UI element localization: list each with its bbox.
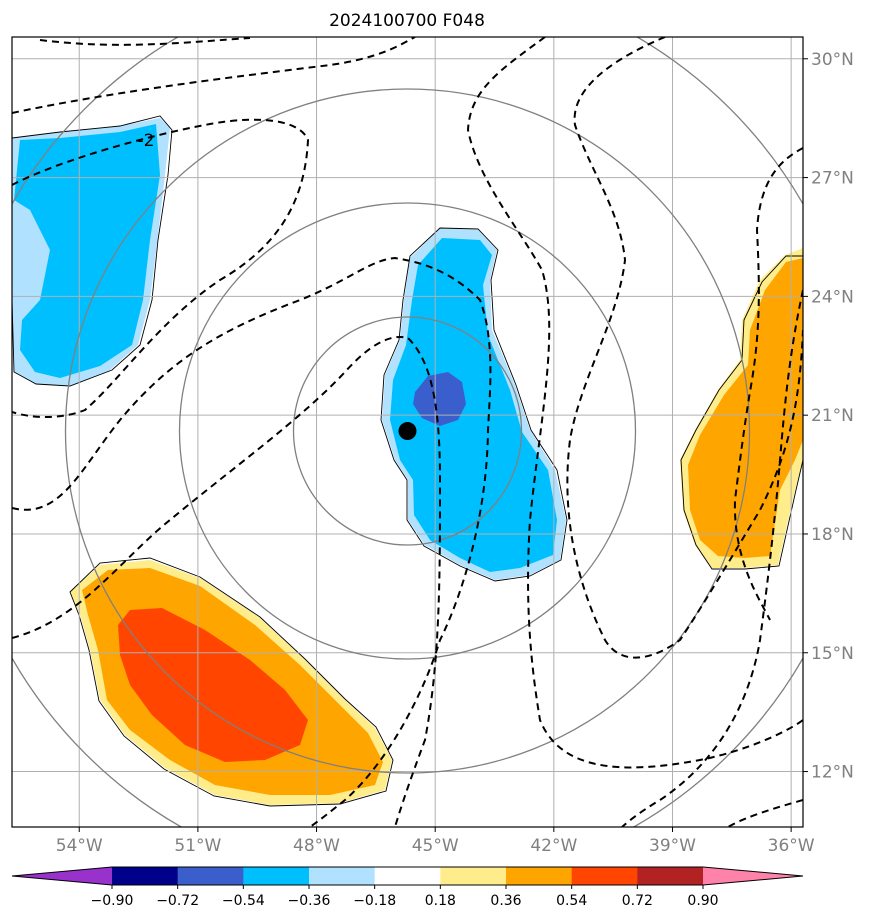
contour-2 bbox=[12, 37, 416, 114]
contour-label: -2 bbox=[138, 131, 155, 151]
colorbar-extend-high bbox=[703, 867, 803, 885]
colorbar-tick-label-9: 0.90 bbox=[687, 893, 718, 909]
contour-10 bbox=[727, 799, 803, 827]
lat-tick-label-6: 12°N bbox=[811, 763, 854, 783]
colorbar-extend-low bbox=[12, 867, 112, 885]
map-frame bbox=[11, 36, 804, 828]
chart-title: 2024100700 F048 bbox=[329, 11, 485, 31]
contour-9 bbox=[621, 289, 803, 827]
lon-tick-label-2: 48°W bbox=[293, 836, 340, 856]
shade-orange-e bbox=[688, 258, 803, 558]
lon-tick-label-5: 39°W bbox=[649, 836, 696, 856]
contour-6 bbox=[466, 37, 803, 769]
outline-e bbox=[680, 255, 803, 570]
contour-8 bbox=[733, 147, 803, 621]
lat-tick-label-0: 30°N bbox=[811, 50, 854, 70]
colorbar-tick-label-1: −0.72 bbox=[156, 893, 199, 909]
outline-sw bbox=[69, 557, 394, 807]
map-area: -2 bbox=[12, 37, 803, 827]
colorbar-segment-8 bbox=[637, 867, 704, 885]
contour-4 bbox=[12, 256, 492, 827]
colorbar-tick-label-4: −0.18 bbox=[353, 893, 396, 909]
colorbar-segment-0 bbox=[112, 867, 179, 885]
shaded-fields bbox=[12, 118, 803, 805]
lat-axis: 30°N 27°N 24°N 21°N 18°N 15°N 12°N bbox=[803, 50, 854, 783]
range-rings bbox=[12, 37, 803, 827]
lon-tick-label-1: 51°W bbox=[174, 836, 221, 856]
contour-5 bbox=[12, 335, 442, 827]
colorbar-tick-label-0: −0.90 bbox=[91, 893, 134, 909]
range-ring-2 bbox=[178, 202, 637, 660]
outline-nw bbox=[12, 115, 173, 387]
lat-tick-label-4: 18°N bbox=[811, 525, 854, 545]
range-ring-3 bbox=[64, 88, 751, 774]
colorbar: −0.90 −0.72 −0.54 −0.36 −0.18 0.18 0.36 0.54 0.7… bbox=[11, 866, 804, 909]
colorbar-tick-label-5: 0.18 bbox=[425, 893, 456, 909]
colorbar-tick-label-2: −0.54 bbox=[222, 893, 265, 909]
colorbar-segment-2 bbox=[243, 867, 310, 885]
range-ring-1 bbox=[292, 316, 523, 546]
lon-tick-label-0: 54°W bbox=[56, 836, 103, 856]
dashed-contours bbox=[12, 37, 803, 827]
colorbar-segment-4 bbox=[374, 867, 441, 885]
shade-red-orange-sw bbox=[118, 608, 308, 762]
lon-tick-label-3: 45°W bbox=[412, 836, 459, 856]
shade-blue-center bbox=[390, 238, 557, 572]
colorbar-segment-1 bbox=[177, 867, 244, 885]
lat-tick-label-1: 27°N bbox=[811, 169, 854, 189]
colorbar-tick-label-6: 0.36 bbox=[490, 893, 521, 909]
colorbar-tick-label-7: 0.54 bbox=[556, 893, 587, 909]
lat-tick-label-5: 15°N bbox=[811, 644, 854, 664]
lon-tick-label-4: 42°W bbox=[530, 836, 577, 856]
shade-dark-blue-center bbox=[413, 372, 466, 426]
colorbar-segment-7 bbox=[571, 867, 638, 885]
colorbar-segment-5 bbox=[440, 867, 507, 885]
colorbar-segment-6 bbox=[506, 867, 573, 885]
shade-outlines bbox=[12, 115, 803, 807]
contour-3 bbox=[12, 118, 310, 418]
contour-1 bbox=[39, 37, 251, 46]
storm-center-marker bbox=[398, 422, 417, 441]
lat-tick-label-2: 24°N bbox=[811, 287, 854, 307]
lon-axis: 54°W 51°W 48°W 45°W 42°W 39°W 36°W bbox=[56, 827, 815, 856]
contour-7 bbox=[566, 37, 803, 659]
colorbar-tick-label-8: 0.72 bbox=[622, 893, 653, 909]
colorbar-segment-3 bbox=[309, 867, 376, 885]
lon-tick-label-6: 36°W bbox=[768, 836, 815, 856]
shade-blue-nw bbox=[14, 124, 160, 378]
colorbar-tick-label-3: −0.36 bbox=[288, 893, 331, 909]
lat-tick-label-3: 21°N bbox=[811, 406, 854, 426]
outline-center bbox=[380, 227, 568, 582]
